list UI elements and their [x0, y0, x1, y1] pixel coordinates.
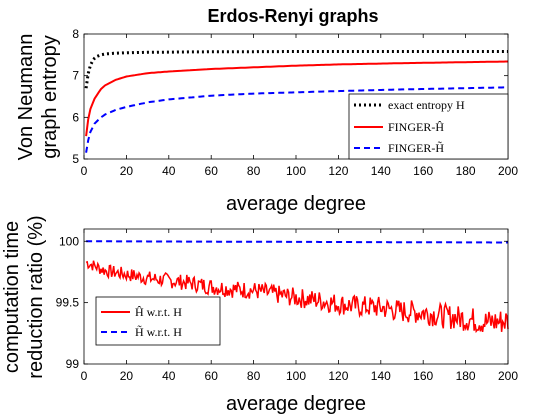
- bottom-legend-box: [95, 296, 221, 346]
- bottom-x-tick-label: 120: [328, 369, 348, 383]
- bottom-x-tick-label: 200: [498, 369, 518, 383]
- top-x-tick-label: 180: [456, 164, 476, 178]
- top-x-tick-label: 60: [205, 164, 219, 178]
- top-y-tick-label: 5: [72, 152, 79, 166]
- bottom-data-series: [85, 240, 509, 334]
- legend-label-tilde-wrt-h: H̃ w.r.t. H: [135, 325, 182, 339]
- bottom-x-tick-label: 60: [205, 369, 219, 383]
- bottom-series-line-0: [85, 260, 509, 334]
- legend-label-finger-tilde: FINGER-H̃: [388, 141, 444, 155]
- top-data-series: [84, 50, 509, 153]
- bottom-x-tick-label: 160: [413, 369, 433, 383]
- bottom-x-axis-label: average degree: [226, 393, 366, 415]
- bottom-x-ticks: 0 20 40 60 80 100 120 140 160 180 200: [81, 229, 518, 383]
- bottom-x-tick-label: 0: [81, 369, 88, 383]
- top-y-tick-label: 7: [72, 69, 79, 83]
- top-x-axis-label: average degree: [226, 193, 366, 215]
- legend-label-exact-entropy: exact entropy H: [388, 98, 465, 112]
- top-y-tick-label: 6: [72, 110, 79, 124]
- bottom-x-tick-label: 20: [120, 369, 134, 383]
- bottom-legend: Ĥ w.r.t. H H̃ w.r.t. H: [95, 296, 221, 346]
- top-x-tick-label: 40: [162, 164, 176, 178]
- top-series-line-0: [84, 50, 508, 89]
- bottom-x-tick-label: 180: [456, 369, 476, 383]
- top-legend: exact entropy H FINGER-Ĥ FINGER-H̃: [348, 93, 509, 160]
- bottom-y-tick-label: 99.5: [56, 296, 80, 310]
- legend-entry-exact-entropy: exact entropy H: [354, 98, 465, 112]
- top-x-tick-label: 120: [328, 164, 348, 178]
- legend-entry-finger-hat: FINGER-Ĥ: [354, 120, 444, 134]
- top-y-axis-label-line2: graph entropy: [39, 35, 61, 158]
- bottom-y-axis-label-line2: reduction ratio (%): [25, 215, 47, 378]
- bottom-x-tick-label: 100: [286, 369, 306, 383]
- top-x-tick-label: 20: [120, 164, 134, 178]
- top-chart: Erdos-Renyi graphs 0 20 40 60 80 100 120 140 160…: [15, 6, 518, 215]
- top-y-tick-label: 8: [72, 27, 79, 41]
- bottom-y-ticks: 99 99.5 100: [56, 234, 508, 371]
- legend-label-hat-wrt-h: Ĥ w.r.t. H: [135, 305, 182, 319]
- top-x-tick-label: 160: [413, 164, 433, 178]
- legend-label-finger-hat: FINGER-Ĥ: [388, 120, 444, 134]
- top-x-tick-label: 140: [371, 164, 391, 178]
- top-x-ticks: 0 20 40 60 80 100 120 140 160 180 200: [81, 34, 518, 178]
- top-series-line-1: [85, 60, 508, 137]
- bottom-y-tick-label: 100: [59, 234, 79, 248]
- top-x-tick-label: 0: [81, 164, 88, 178]
- top-y-axis-label-line1: Von Neumann: [15, 34, 37, 161]
- bottom-series-line-1: [86, 240, 508, 244]
- top-x-tick-label: 100: [286, 164, 306, 178]
- bottom-chart: 0 20 40 60 80 100 120 140 160 180 200 99 99.5 100 av…: [1, 215, 518, 415]
- legend-entry-tilde-wrt-h: H̃ w.r.t. H: [101, 325, 182, 339]
- legend-entry-hat-wrt-h: Ĥ w.r.t. H: [101, 305, 182, 319]
- legend-entry-finger-tilde: FINGER-H̃: [354, 141, 444, 155]
- chart-title: Erdos-Renyi graphs: [207, 6, 378, 26]
- bottom-x-tick-label: 80: [247, 369, 261, 383]
- top-x-tick-label: 80: [247, 164, 261, 178]
- bottom-x-tick-label: 40: [162, 369, 176, 383]
- bottom-x-tick-label: 140: [371, 369, 391, 383]
- bottom-y-tick-label: 99: [66, 357, 80, 371]
- top-x-tick-label: 200: [498, 164, 518, 178]
- bottom-y-axis-label-line1: computation time: [1, 221, 23, 373]
